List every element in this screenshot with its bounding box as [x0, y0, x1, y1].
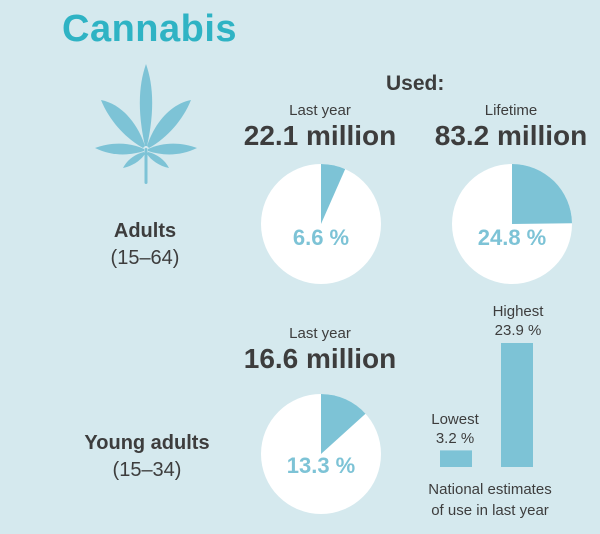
bar-highest-value: 23.9 % [494, 322, 542, 339]
adults-lifetime-caption: Lifetime [484, 102, 538, 119]
pie-slice-used [512, 164, 572, 224]
pie-percent-label: 6.6 % [293, 225, 349, 250]
young-adults-range: (15–34) [112, 459, 182, 481]
national-estimates-bar-chart [440, 343, 533, 467]
adults-row-label: Adults (15–64) [80, 218, 210, 272]
bar-highest-label: Highest [492, 303, 544, 320]
adults-lifetime-count: 83.2 million [434, 120, 588, 151]
young-adults-label: Young adults [84, 432, 210, 454]
young-adults-last-year-count: 16.6 million [243, 343, 397, 374]
note-line-2: of use in last year [431, 502, 549, 519]
leaf-lower-left [95, 143, 144, 155]
bar-lowest-value: 3.2 % [435, 430, 475, 447]
young-adults-row-label: Young adults (15–34) [62, 430, 232, 484]
pie-percent-label: 24.8 % [478, 225, 547, 250]
adults-last-year-pie: 6.6 % [261, 164, 381, 284]
bar-highest-labels: Highest 23.9 % [478, 302, 558, 340]
leaf-lower-right [148, 143, 197, 155]
leaf-stem [144, 148, 148, 184]
cannabis-leaf-icon [95, 64, 197, 184]
used-heading: Used: [386, 72, 445, 95]
page-title: Cannabis [62, 8, 238, 50]
adults-lifetime-pie: 24.8 % [452, 164, 572, 284]
adults-last-year-count: 22.1 million [243, 120, 397, 151]
bar-highest [501, 343, 533, 467]
young-adults-last-year-caption: Last year [289, 325, 351, 342]
bar-lowest-label: Lowest [431, 411, 479, 428]
leaf-small-right [147, 152, 169, 168]
national-estimates-note: National estimates of use in last year [405, 479, 575, 521]
bar-lowest-labels: Lowest 3.2 % [415, 410, 495, 448]
adults-range: (15–64) [110, 247, 180, 269]
pie-slice-used [321, 394, 366, 454]
adults-label: Adults [113, 220, 177, 242]
pie-slice-used [321, 164, 346, 224]
bar-lowest [440, 450, 472, 467]
note-line-1: National estimates [428, 481, 552, 498]
leaf-upper-left [101, 100, 145, 148]
leaf-small-left [123, 152, 145, 168]
leaf-upper-right [147, 100, 191, 148]
adults-last-year-caption: Last year [289, 102, 351, 119]
leaf-center [139, 64, 153, 146]
young-adults-last-year-pie: 13.3 % [261, 394, 381, 514]
pie-percent-label: 13.3 % [287, 453, 356, 478]
